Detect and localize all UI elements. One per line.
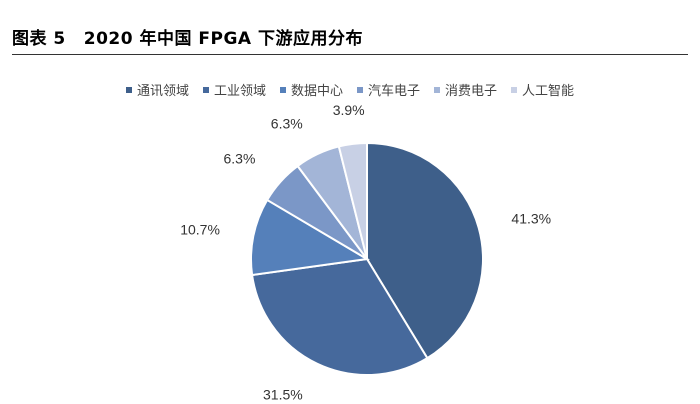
pie-slice bbox=[337, 141, 368, 260]
legend-item: 消费电子 bbox=[434, 80, 497, 99]
legend-swatch bbox=[125, 86, 132, 93]
pie-slice bbox=[250, 257, 429, 376]
legend-label: 人工智能 bbox=[522, 84, 575, 99]
legend-label: 消费电子 bbox=[445, 84, 498, 99]
data-label: 6.3% bbox=[271, 115, 303, 131]
legend-item: 通讯领域 bbox=[125, 80, 189, 99]
data-label: 41.3% bbox=[511, 211, 551, 227]
data-label: 31.5% bbox=[263, 387, 303, 403]
legend-label: 通讯领域 bbox=[136, 84, 189, 99]
data-label: 10.7% bbox=[180, 222, 220, 238]
pie-slice bbox=[250, 198, 370, 277]
legend-swatch bbox=[357, 86, 363, 93]
chart-legend: 通讯领域 工业领域 数据中心 汽车电子 消费电子 人工智能 bbox=[0, 80, 700, 99]
pie-slice bbox=[366, 141, 484, 360]
legend-swatch bbox=[202, 86, 209, 93]
legend-item: 工业领域 bbox=[202, 80, 266, 99]
figure-title: 图表 5 2020 年中国 FPGA 下游应用分布 bbox=[12, 24, 363, 49]
legend-item: 数据中心 bbox=[279, 80, 343, 99]
legend-swatch bbox=[279, 86, 286, 93]
legend-item: 人工智能 bbox=[511, 80, 574, 99]
title-divider bbox=[12, 54, 688, 55]
legend-swatch bbox=[511, 86, 518, 93]
legend-label: 工业领域 bbox=[213, 84, 266, 99]
legend-label: 汽车电子 bbox=[368, 84, 421, 99]
figure-title-text: 2020 年中国 FPGA 下游应用分布 bbox=[83, 29, 364, 49]
legend-swatch bbox=[434, 86, 441, 93]
legend-item: 汽车电子 bbox=[357, 80, 420, 99]
figure-number: 图表 5 bbox=[12, 29, 66, 49]
data-label: 6.3% bbox=[224, 151, 256, 167]
legend-label: 数据中心 bbox=[290, 84, 343, 99]
data-label: 3.9% bbox=[333, 102, 365, 118]
